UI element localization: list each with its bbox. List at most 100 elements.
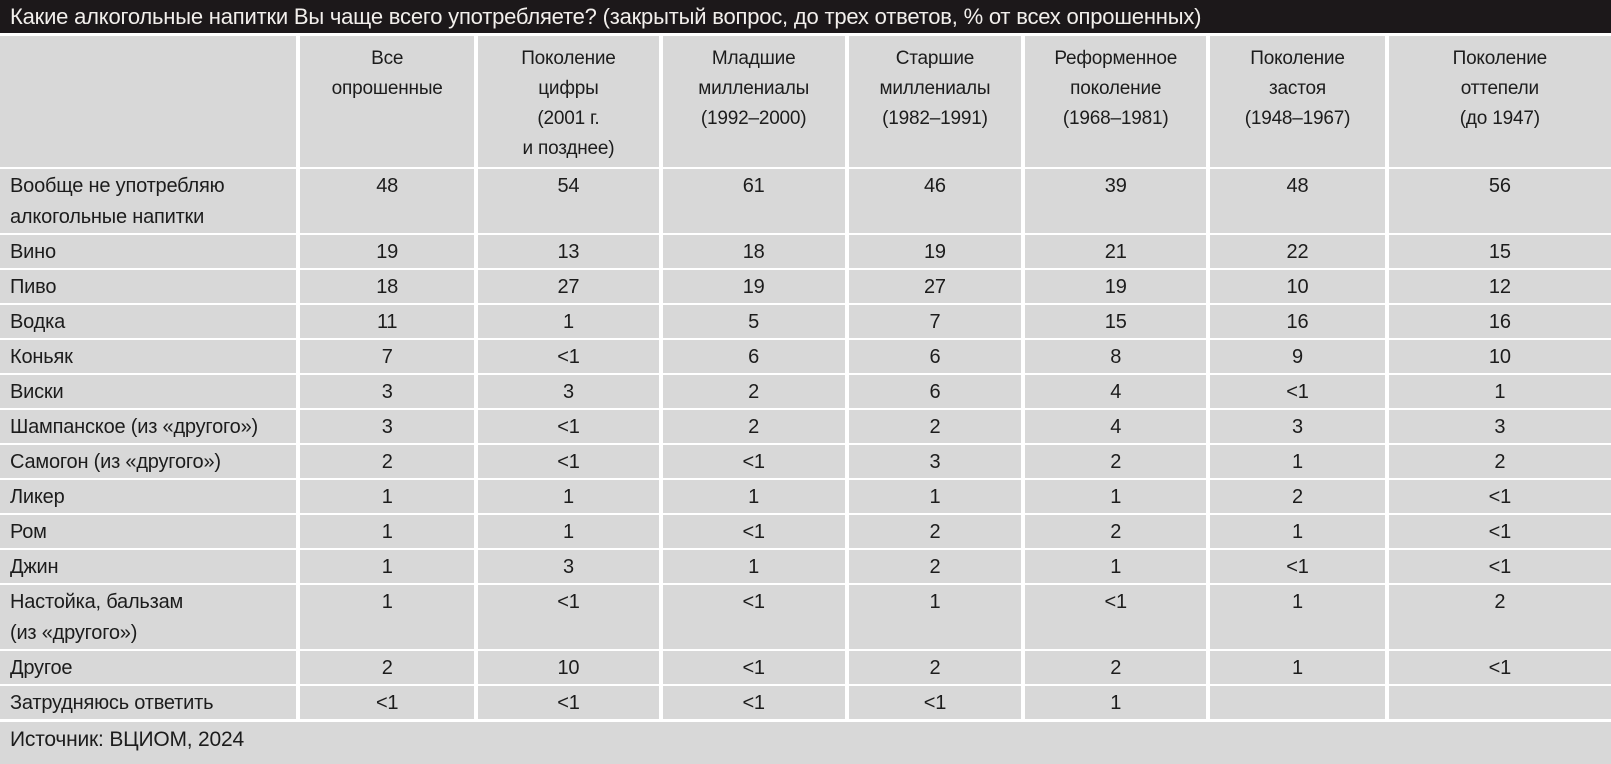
value-cell: 3	[478, 550, 659, 583]
value-cell: 1	[1210, 651, 1385, 684]
value-cell: <1	[1210, 375, 1385, 408]
value-cell: 5	[662, 305, 845, 338]
page-title: Какие алкогольные напитки Вы чаще всего …	[0, 0, 1611, 33]
value-cell: 48	[300, 169, 475, 233]
value-cell: 2	[848, 515, 1022, 548]
value-cell: 1	[662, 480, 845, 513]
column-header: Реформенное поколение (1968–1981)	[1025, 36, 1207, 167]
value-cell: 27	[478, 270, 659, 303]
value-cell: 1	[478, 515, 659, 548]
value-cell: 3	[848, 445, 1022, 478]
value-cell: 2	[1025, 515, 1207, 548]
value-cell: 2	[662, 375, 845, 408]
value-cell: 9	[1210, 340, 1385, 373]
value-cell: 10	[478, 651, 659, 684]
value-cell: 1	[478, 305, 659, 338]
value-cell: 2	[1210, 480, 1385, 513]
value-cell: <1	[1388, 480, 1611, 513]
value-cell: 3	[1210, 410, 1385, 443]
value-cell: 56	[1388, 169, 1611, 233]
row-label: Вообще не употребляю алкогольные напитки	[0, 169, 296, 233]
value-cell: 1	[848, 480, 1022, 513]
value-cell: 6	[848, 375, 1022, 408]
row-label: Ликер	[0, 480, 296, 513]
row-label: Водка	[0, 305, 296, 338]
source-note: Источник: ВЦИОМ, 2024	[0, 722, 1611, 764]
value-cell: 7	[848, 305, 1022, 338]
value-cell: 7	[300, 340, 475, 373]
value-cell: <1	[478, 686, 659, 719]
value-cell: 3	[300, 375, 475, 408]
value-cell: <1	[662, 585, 845, 649]
value-cell: 4	[1025, 410, 1207, 443]
value-cell: <1	[662, 651, 845, 684]
value-cell: 15	[1025, 305, 1207, 338]
value-cell: 1	[848, 585, 1022, 649]
value-cell: <1	[1025, 585, 1207, 649]
value-cell: 6	[848, 340, 1022, 373]
value-cell: 6	[662, 340, 845, 373]
value-cell: <1	[300, 686, 475, 719]
value-cell: 46	[848, 169, 1022, 233]
value-cell: 1	[300, 585, 475, 649]
corner-cell	[0, 36, 296, 167]
value-cell: 10	[1388, 340, 1611, 373]
value-cell: <1	[478, 445, 659, 478]
row-label: Джин	[0, 550, 296, 583]
value-cell: 54	[478, 169, 659, 233]
value-cell: <1	[848, 686, 1022, 719]
value-cell: 27	[848, 270, 1022, 303]
column-header: Поколение оттепели (до 1947)	[1388, 36, 1611, 167]
value-cell: 2	[300, 651, 475, 684]
column-header: Поколение цифры (2001 г. и позднее)	[478, 36, 659, 167]
value-cell: 1	[300, 480, 475, 513]
value-cell: 18	[300, 270, 475, 303]
value-cell: 3	[478, 375, 659, 408]
column-header: Старшие миллениалы (1982–1991)	[848, 36, 1022, 167]
value-cell: 2	[848, 651, 1022, 684]
value-cell: 19	[1025, 270, 1207, 303]
column-header: Все опрошенные	[300, 36, 475, 167]
value-cell: 11	[300, 305, 475, 338]
value-cell: <1	[478, 340, 659, 373]
value-cell: 16	[1388, 305, 1611, 338]
value-cell: 1	[1210, 515, 1385, 548]
value-cell: 4	[1025, 375, 1207, 408]
value-cell: 19	[662, 270, 845, 303]
value-cell: 2	[848, 550, 1022, 583]
row-label: Ром	[0, 515, 296, 548]
value-cell: 2	[662, 410, 845, 443]
value-cell: 16	[1210, 305, 1385, 338]
value-cell: <1	[1388, 550, 1611, 583]
row-label: Настойка, бальзам (из «другого»)	[0, 585, 296, 649]
value-cell: <1	[662, 686, 845, 719]
row-label: Самогон (из «другого»)	[0, 445, 296, 478]
value-cell: 21	[1025, 235, 1207, 268]
value-cell: 1	[1210, 445, 1385, 478]
row-label: Другое	[0, 651, 296, 684]
value-cell: <1	[478, 410, 659, 443]
value-cell: 39	[1025, 169, 1207, 233]
value-cell: 1	[1025, 480, 1207, 513]
column-header: Младшие миллениалы (1992–2000)	[662, 36, 845, 167]
value-cell: 1	[1025, 550, 1207, 583]
value-cell: 1	[300, 550, 475, 583]
value-cell: 19	[848, 235, 1022, 268]
value-cell: 1	[478, 480, 659, 513]
column-header: Поколение застоя (1948–1967)	[1210, 36, 1385, 167]
value-cell: 2	[1388, 445, 1611, 478]
row-label: Пиво	[0, 270, 296, 303]
value-cell: <1	[662, 515, 845, 548]
value-cell: 3	[300, 410, 475, 443]
value-cell: 2	[1025, 445, 1207, 478]
value-cell: 1	[662, 550, 845, 583]
value-cell: 12	[1388, 270, 1611, 303]
value-cell	[1210, 686, 1385, 719]
value-cell: 3	[1388, 410, 1611, 443]
row-label: Вино	[0, 235, 296, 268]
generations-table: Все опрошенные Поколение цифры (2001 г. и…	[0, 36, 1611, 719]
row-label: Коньяк	[0, 340, 296, 373]
row-label: Затрудняюсь ответить	[0, 686, 296, 719]
value-cell: <1	[1388, 515, 1611, 548]
value-cell: <1	[478, 585, 659, 649]
